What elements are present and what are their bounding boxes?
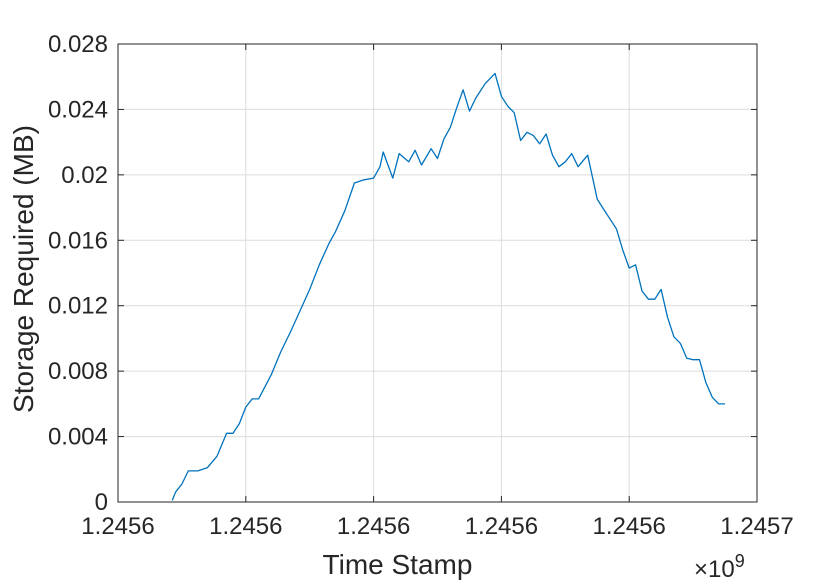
y-tick-label: 0.02	[61, 162, 108, 189]
x-tick-label: 1.2456	[465, 513, 538, 540]
x-axis-title: Time Stamp	[323, 549, 473, 580]
series-layer	[171, 72, 725, 501]
axes	[117, 43, 758, 503]
x-exponent-base: ×10	[694, 556, 735, 583]
tick-labels: 0 0.004 0.008 0.012 0.016 0.02 0.024 0.028 1.245…	[48, 31, 794, 540]
y-tick-label: 0	[95, 489, 108, 516]
x-tick-label: 1.2456	[337, 513, 410, 540]
y-axis-title: Storage Required (MB)	[8, 125, 39, 413]
y-tick-label: 0.016	[48, 227, 108, 254]
y-tick-label: 0.004	[48, 424, 108, 451]
x-tick-label: 1.2456	[81, 513, 154, 540]
plot-frame	[117, 43, 758, 503]
y-tick-label: 0.028	[48, 31, 108, 58]
x-tick-label: 1.2456	[209, 513, 282, 540]
grid-lines	[118, 44, 757, 502]
x-axis-exponent: ×109	[694, 551, 745, 583]
y-tick-label: 0.024	[48, 96, 108, 123]
series-line	[171, 72, 725, 501]
y-tick-label: 0.008	[48, 358, 108, 385]
x-tick-label: 1.2456	[592, 513, 665, 540]
x-tick-label: 1.2457	[720, 513, 793, 540]
y-tick-label: 0.012	[48, 293, 108, 320]
x-exponent-power: 9	[735, 551, 745, 571]
